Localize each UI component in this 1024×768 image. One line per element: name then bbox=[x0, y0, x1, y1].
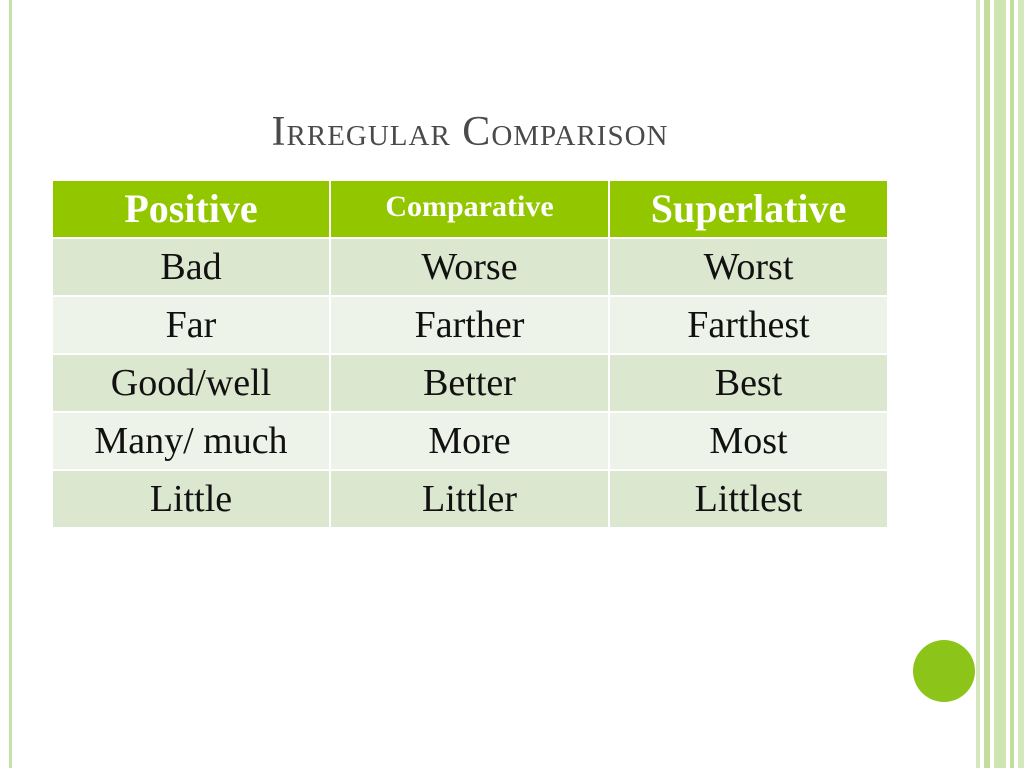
left-border-line bbox=[9, 0, 12, 768]
cell-superlative: Most bbox=[608, 411, 889, 471]
cell-superlative: Best bbox=[608, 353, 889, 413]
cell-positive: Far bbox=[51, 295, 331, 355]
right-decor-stripe bbox=[1010, 0, 1014, 768]
cell-comparative: Littler bbox=[329, 469, 610, 529]
table-header-row: Positive Comparative Superlative bbox=[51, 179, 889, 239]
cell-comparative: Farther bbox=[329, 295, 610, 355]
right-decor-stripe bbox=[994, 0, 1006, 768]
right-decor-stripe bbox=[976, 0, 980, 768]
header-superlative: Superlative bbox=[608, 179, 889, 239]
header-comparative: Comparative bbox=[329, 179, 610, 239]
table-row: Many/ much More Most bbox=[51, 411, 889, 471]
cell-positive: Little bbox=[51, 469, 331, 529]
cell-comparative: Better bbox=[329, 353, 610, 413]
table-row: Good/well Better Best bbox=[51, 353, 889, 413]
comparison-table: Positive Comparative Superlative Bad Wor… bbox=[51, 179, 889, 529]
cell-positive: Bad bbox=[51, 237, 331, 297]
right-decor-stripe bbox=[1018, 0, 1024, 768]
cell-positive: Many/ much bbox=[51, 411, 331, 471]
slide-title: Irregular Comparison bbox=[271, 109, 669, 155]
table-row: Far Farther Farthest bbox=[51, 295, 889, 355]
table-row: Little Littler Littlest bbox=[51, 469, 889, 529]
right-decor-stripe bbox=[984, 0, 990, 768]
decorative-green-dot bbox=[913, 640, 975, 702]
cell-superlative: Worst bbox=[608, 237, 889, 297]
cell-positive: Good/well bbox=[51, 353, 331, 413]
header-positive: Positive bbox=[51, 179, 331, 239]
cell-comparative: Worse bbox=[329, 237, 610, 297]
table-row: Bad Worse Worst bbox=[51, 237, 889, 297]
cell-superlative: Farthest bbox=[608, 295, 889, 355]
cell-superlative: Littlest bbox=[608, 469, 889, 529]
cell-comparative: More bbox=[329, 411, 610, 471]
